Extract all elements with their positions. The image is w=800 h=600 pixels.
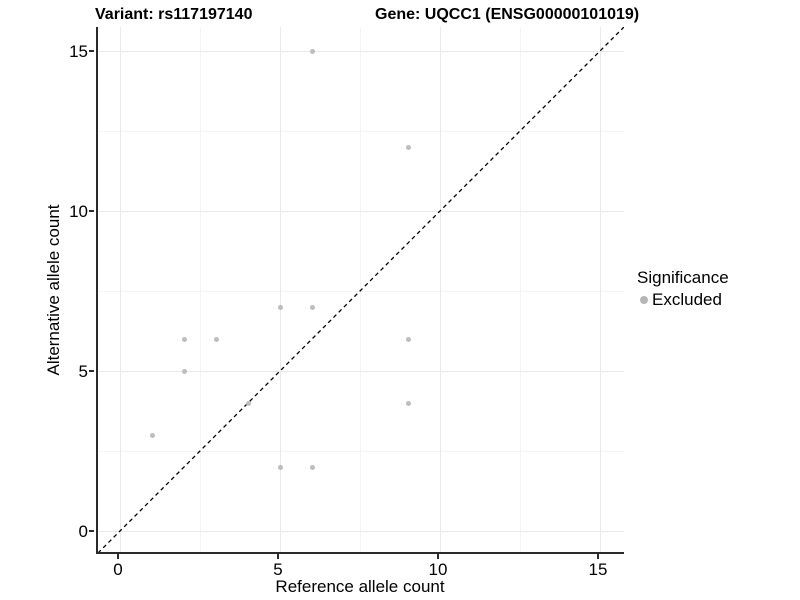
minor-gridline-vertical (199, 27, 201, 552)
x-tick-mark (277, 554, 279, 559)
legend-item-label: Excluded (652, 290, 722, 309)
major-gridline-vertical (119, 27, 121, 552)
x-tick-mark (597, 554, 599, 559)
minor-gridline-horizontal (98, 290, 624, 292)
legend: Significance Excluded (637, 268, 729, 310)
legend-title: Significance (637, 268, 729, 287)
major-gridline-vertical (599, 27, 601, 552)
data-point (277, 304, 283, 310)
major-gridline-horizontal (98, 370, 624, 372)
major-gridline-vertical (439, 27, 441, 552)
x-tick-mark (437, 554, 439, 559)
y-tick-mark (89, 530, 94, 532)
major-gridline-vertical (279, 27, 281, 552)
data-point (149, 432, 155, 438)
variant-title: Variant: rs117197140 (95, 6, 253, 23)
major-gridline-horizontal (98, 210, 624, 212)
y-axis-label: Alternative allele count (44, 204, 63, 376)
legend-item-excluded: Excluded (637, 290, 729, 310)
major-gridline-horizontal (98, 50, 624, 52)
data-point (309, 48, 315, 54)
major-gridline-horizontal (98, 530, 624, 532)
y-tick-mark (89, 210, 94, 212)
y-tick-label: 10 (69, 202, 88, 221)
data-point (245, 400, 251, 406)
data-point (213, 336, 219, 342)
minor-gridline-horizontal (98, 450, 624, 452)
data-point (277, 464, 283, 470)
minor-gridline-vertical (519, 27, 521, 552)
data-point (309, 464, 315, 470)
data-point (181, 368, 187, 374)
x-tick-mark (117, 554, 119, 559)
x-tick-label: 5 (273, 560, 283, 579)
plot-panel (96, 27, 624, 554)
y-tick-label: 5 (78, 362, 88, 381)
data-point (405, 144, 411, 150)
minor-gridline-horizontal (98, 130, 624, 132)
x-tick-label: 0 (113, 560, 123, 579)
data-point (181, 336, 187, 342)
y-tick-mark (89, 370, 94, 372)
x-tick-label: 15 (588, 560, 608, 579)
x-tick-label: 10 (428, 560, 448, 579)
y-tick-label: 15 (69, 42, 88, 61)
minor-gridline-vertical (359, 27, 361, 552)
data-point (405, 400, 411, 406)
data-point (309, 304, 315, 310)
identity-dashed-line (98, 27, 624, 552)
data-point (405, 336, 411, 342)
y-tick-label: 0 (78, 522, 88, 541)
y-tick-mark (89, 50, 94, 52)
x-axis-label: Reference allele count (275, 577, 445, 596)
excluded-marker-circle-icon (640, 296, 648, 304)
gene-title: Gene: UQCC1 (ENSG00000101019) (375, 6, 640, 23)
